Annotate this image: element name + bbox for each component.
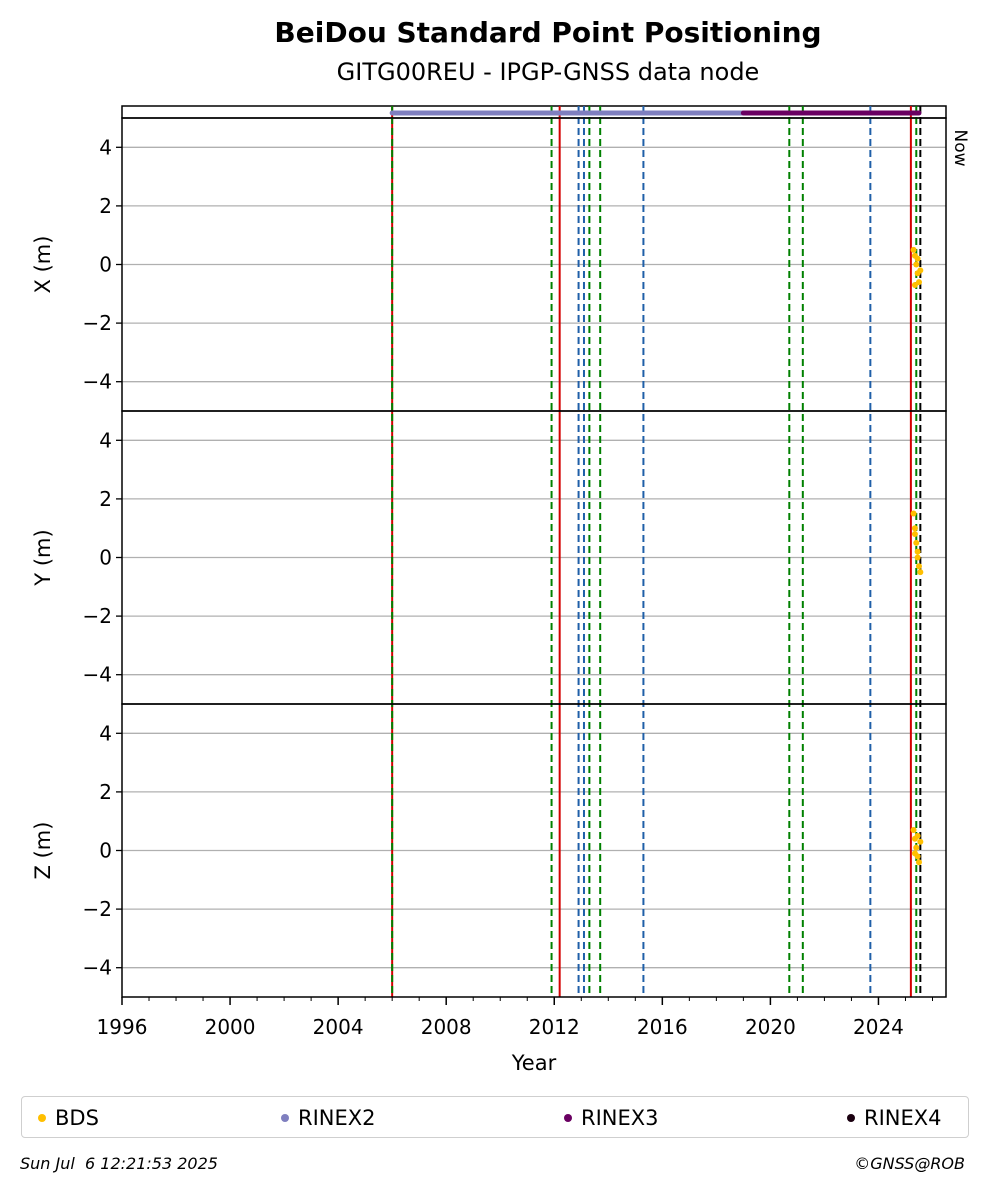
data-point xyxy=(911,531,918,538)
x-tick-label: 1996 xyxy=(97,1015,148,1039)
data-point xyxy=(910,826,917,833)
legend-label: RINEX2 xyxy=(298,1106,376,1130)
y-tick-label: 0 xyxy=(99,253,112,277)
x-tick-label: 2004 xyxy=(313,1015,364,1039)
y-tick-label: 2 xyxy=(99,780,112,804)
legend-label: BDS xyxy=(55,1106,99,1130)
legend-marker-icon xyxy=(281,1114,289,1122)
legend-label: RINEX3 xyxy=(581,1106,659,1130)
x-tick-label: 2000 xyxy=(205,1015,256,1039)
data-point xyxy=(914,832,921,839)
data-point xyxy=(910,510,917,517)
data-point xyxy=(913,539,920,546)
x-axis-label: Year xyxy=(511,1051,557,1075)
legend-label: RINEX4 xyxy=(864,1106,942,1130)
y-tick-label: −2 xyxy=(83,311,112,335)
y-axis-label: Z (m) xyxy=(31,822,55,880)
chart-title: BeiDou Standard Point Positioning xyxy=(274,16,821,49)
legend-marker-icon xyxy=(564,1114,572,1122)
y-tick-label: −2 xyxy=(83,897,112,921)
y-axis-label: Y (m) xyxy=(31,529,55,586)
data-point xyxy=(917,569,924,576)
x-tick-label: 2012 xyxy=(529,1015,580,1039)
data-point xyxy=(911,850,918,857)
x-tick-label: 2016 xyxy=(637,1015,688,1039)
y-tick-label: 2 xyxy=(99,487,112,511)
data-point xyxy=(911,282,918,289)
legend-marker-icon xyxy=(847,1114,855,1122)
legend-marker-icon xyxy=(38,1114,46,1122)
now-label: Now xyxy=(950,129,970,166)
y-tick-label: 2 xyxy=(99,194,112,218)
y-axis-label: X (m) xyxy=(31,236,55,294)
y-tick-label: −4 xyxy=(83,370,112,394)
data-point xyxy=(914,554,921,561)
footer-copyright: ©GNSS@ROB xyxy=(854,1154,965,1173)
data-point xyxy=(915,563,922,570)
legend: BDS RINEX2 RINEX3 RINEX4 xyxy=(21,1096,969,1138)
data-point xyxy=(913,261,920,268)
y-tick-label: 4 xyxy=(99,428,112,452)
y-tick-label: −4 xyxy=(83,956,112,980)
data-point xyxy=(913,844,920,851)
legend-item-rinex4: RINEX4 xyxy=(847,1107,942,1129)
footer-timestamp: Sun Jul 6 12:21:53 2025 xyxy=(20,1154,218,1173)
data-point xyxy=(914,548,921,555)
data-point xyxy=(911,525,918,532)
x-tick-label: 2020 xyxy=(745,1015,796,1039)
y-tick-label: −4 xyxy=(83,663,112,687)
x-tick-label: 2008 xyxy=(421,1015,472,1039)
legend-item-rinex3: RINEX3 xyxy=(564,1107,659,1129)
y-tick-label: −2 xyxy=(83,604,112,628)
legend-item-bds: BDS xyxy=(38,1107,99,1129)
data-point xyxy=(917,838,924,845)
y-tick-label: 0 xyxy=(99,839,112,863)
data-point xyxy=(917,267,924,274)
x-tick-label: 2024 xyxy=(853,1015,904,1039)
legend-item-rinex2: RINEX2 xyxy=(281,1107,376,1129)
y-tick-label: 4 xyxy=(99,135,112,159)
data-point xyxy=(910,246,917,253)
data-point xyxy=(915,859,922,866)
y-tick-label: 4 xyxy=(99,721,112,745)
panel-frame xyxy=(121,703,947,998)
y-tick-label: 0 xyxy=(99,546,112,570)
data-point xyxy=(914,255,921,262)
chart-subtitle: GITG00REU - IPGP-GNSS data node xyxy=(337,58,760,86)
